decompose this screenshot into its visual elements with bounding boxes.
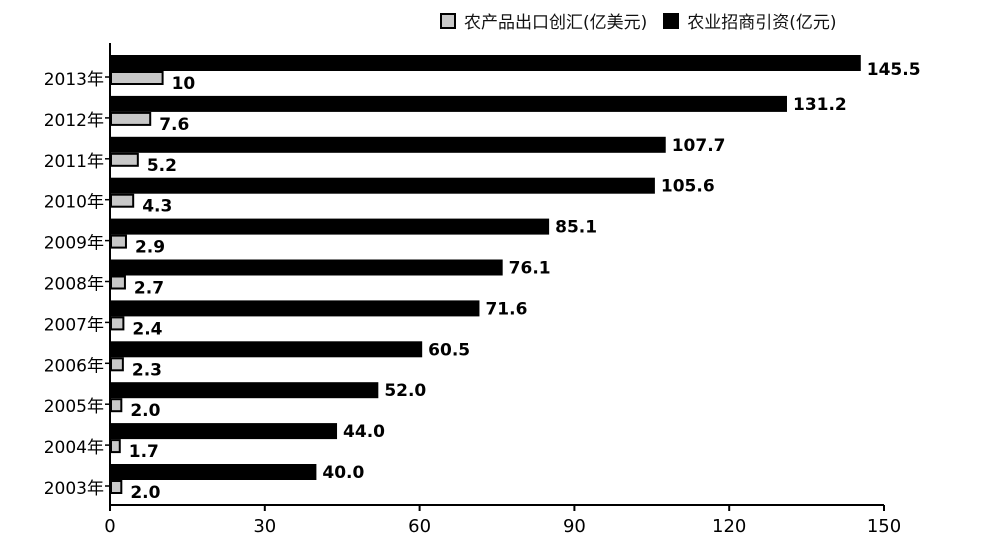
data-label-investment: 105.6 [661, 177, 715, 197]
data-label-investment: 40.0 [322, 463, 364, 483]
bar-investment [110, 300, 480, 317]
data-label-export: 1.7 [129, 442, 159, 462]
legend-item-investment: 农业招商引资(亿元) [663, 8, 837, 33]
data-label-export: 2.4 [132, 319, 162, 339]
category-label: 2003年 [44, 479, 104, 499]
legend: 农产品出口创汇(亿美元) 农业招商引资(亿元) [440, 8, 853, 33]
bar-export [110, 111, 152, 126]
data-label-investment: 107.7 [672, 136, 726, 156]
data-label-export: 4.3 [142, 197, 172, 217]
legend-label-investment: 农业招商引资(亿元) [687, 13, 837, 33]
bar-export [110, 480, 123, 494]
bar-investment [110, 136, 666, 153]
x-tick-label: 150 [867, 516, 901, 537]
bar-export [110, 275, 126, 290]
bar-investment [110, 218, 550, 235]
bar-investment [110, 382, 379, 399]
bar-export [110, 71, 164, 85]
x-tick-label: 120 [712, 516, 746, 537]
x-tick-label: 0 [104, 516, 115, 537]
data-label-investment: 76.1 [509, 259, 551, 279]
category-label: 2008年 [44, 275, 104, 295]
data-label-investment: 71.6 [485, 299, 527, 319]
category-label: 2005年 [44, 397, 104, 417]
data-label-export: 2.0 [130, 401, 160, 421]
x-tick-label: 60 [408, 516, 431, 537]
data-label-investment: 131.2 [793, 95, 847, 115]
data-label-export: 2.9 [135, 238, 165, 258]
bar-export [110, 316, 125, 331]
bar-investment [110, 423, 338, 440]
bar-investment [110, 55, 861, 71]
bar-export [110, 193, 135, 208]
bar-investment [110, 259, 503, 276]
category-label: 2004年 [44, 438, 104, 458]
category-label: 2010年 [44, 193, 104, 213]
category-label: 2012年 [44, 111, 104, 131]
legend-item-export: 农产品出口创汇(亿美元) [440, 8, 647, 33]
data-label-export: 7.6 [159, 115, 189, 135]
category-label: 2011年 [44, 152, 104, 172]
x-tick-label: 30 [253, 516, 276, 537]
data-label-investment: 145.5 [867, 60, 921, 80]
data-label-investment: 60.5 [428, 340, 470, 360]
data-label-investment: 85.1 [555, 218, 597, 238]
bar-export [110, 398, 123, 413]
category-label: 2006年 [44, 356, 104, 376]
bar-investment [110, 177, 655, 194]
data-label-export: 5.2 [147, 156, 177, 176]
category-label: 2007年 [44, 315, 104, 335]
bar-export [110, 152, 139, 167]
data-label-export: 2.7 [134, 279, 164, 299]
data-label-investment: 44.0 [343, 422, 385, 442]
data-label-export: 10 [172, 74, 196, 94]
category-label: 2013年 [44, 70, 104, 90]
data-label-investment: 52.0 [384, 381, 426, 401]
bar-investment [110, 95, 787, 112]
bar-investment [110, 464, 317, 480]
bar-export [110, 357, 124, 372]
data-label-export: 2.3 [132, 360, 162, 380]
data-label-export: 2.0 [130, 483, 160, 503]
bar-export [110, 234, 127, 249]
bar-export [110, 439, 121, 454]
bar-investment [110, 341, 423, 358]
legend-label-export: 农产品出口创汇(亿美元) [464, 13, 648, 33]
legend-swatch-export [440, 12, 456, 29]
x-tick-label: 90 [563, 516, 586, 537]
category-label: 2009年 [44, 234, 104, 254]
legend-swatch-investment [663, 12, 680, 29]
